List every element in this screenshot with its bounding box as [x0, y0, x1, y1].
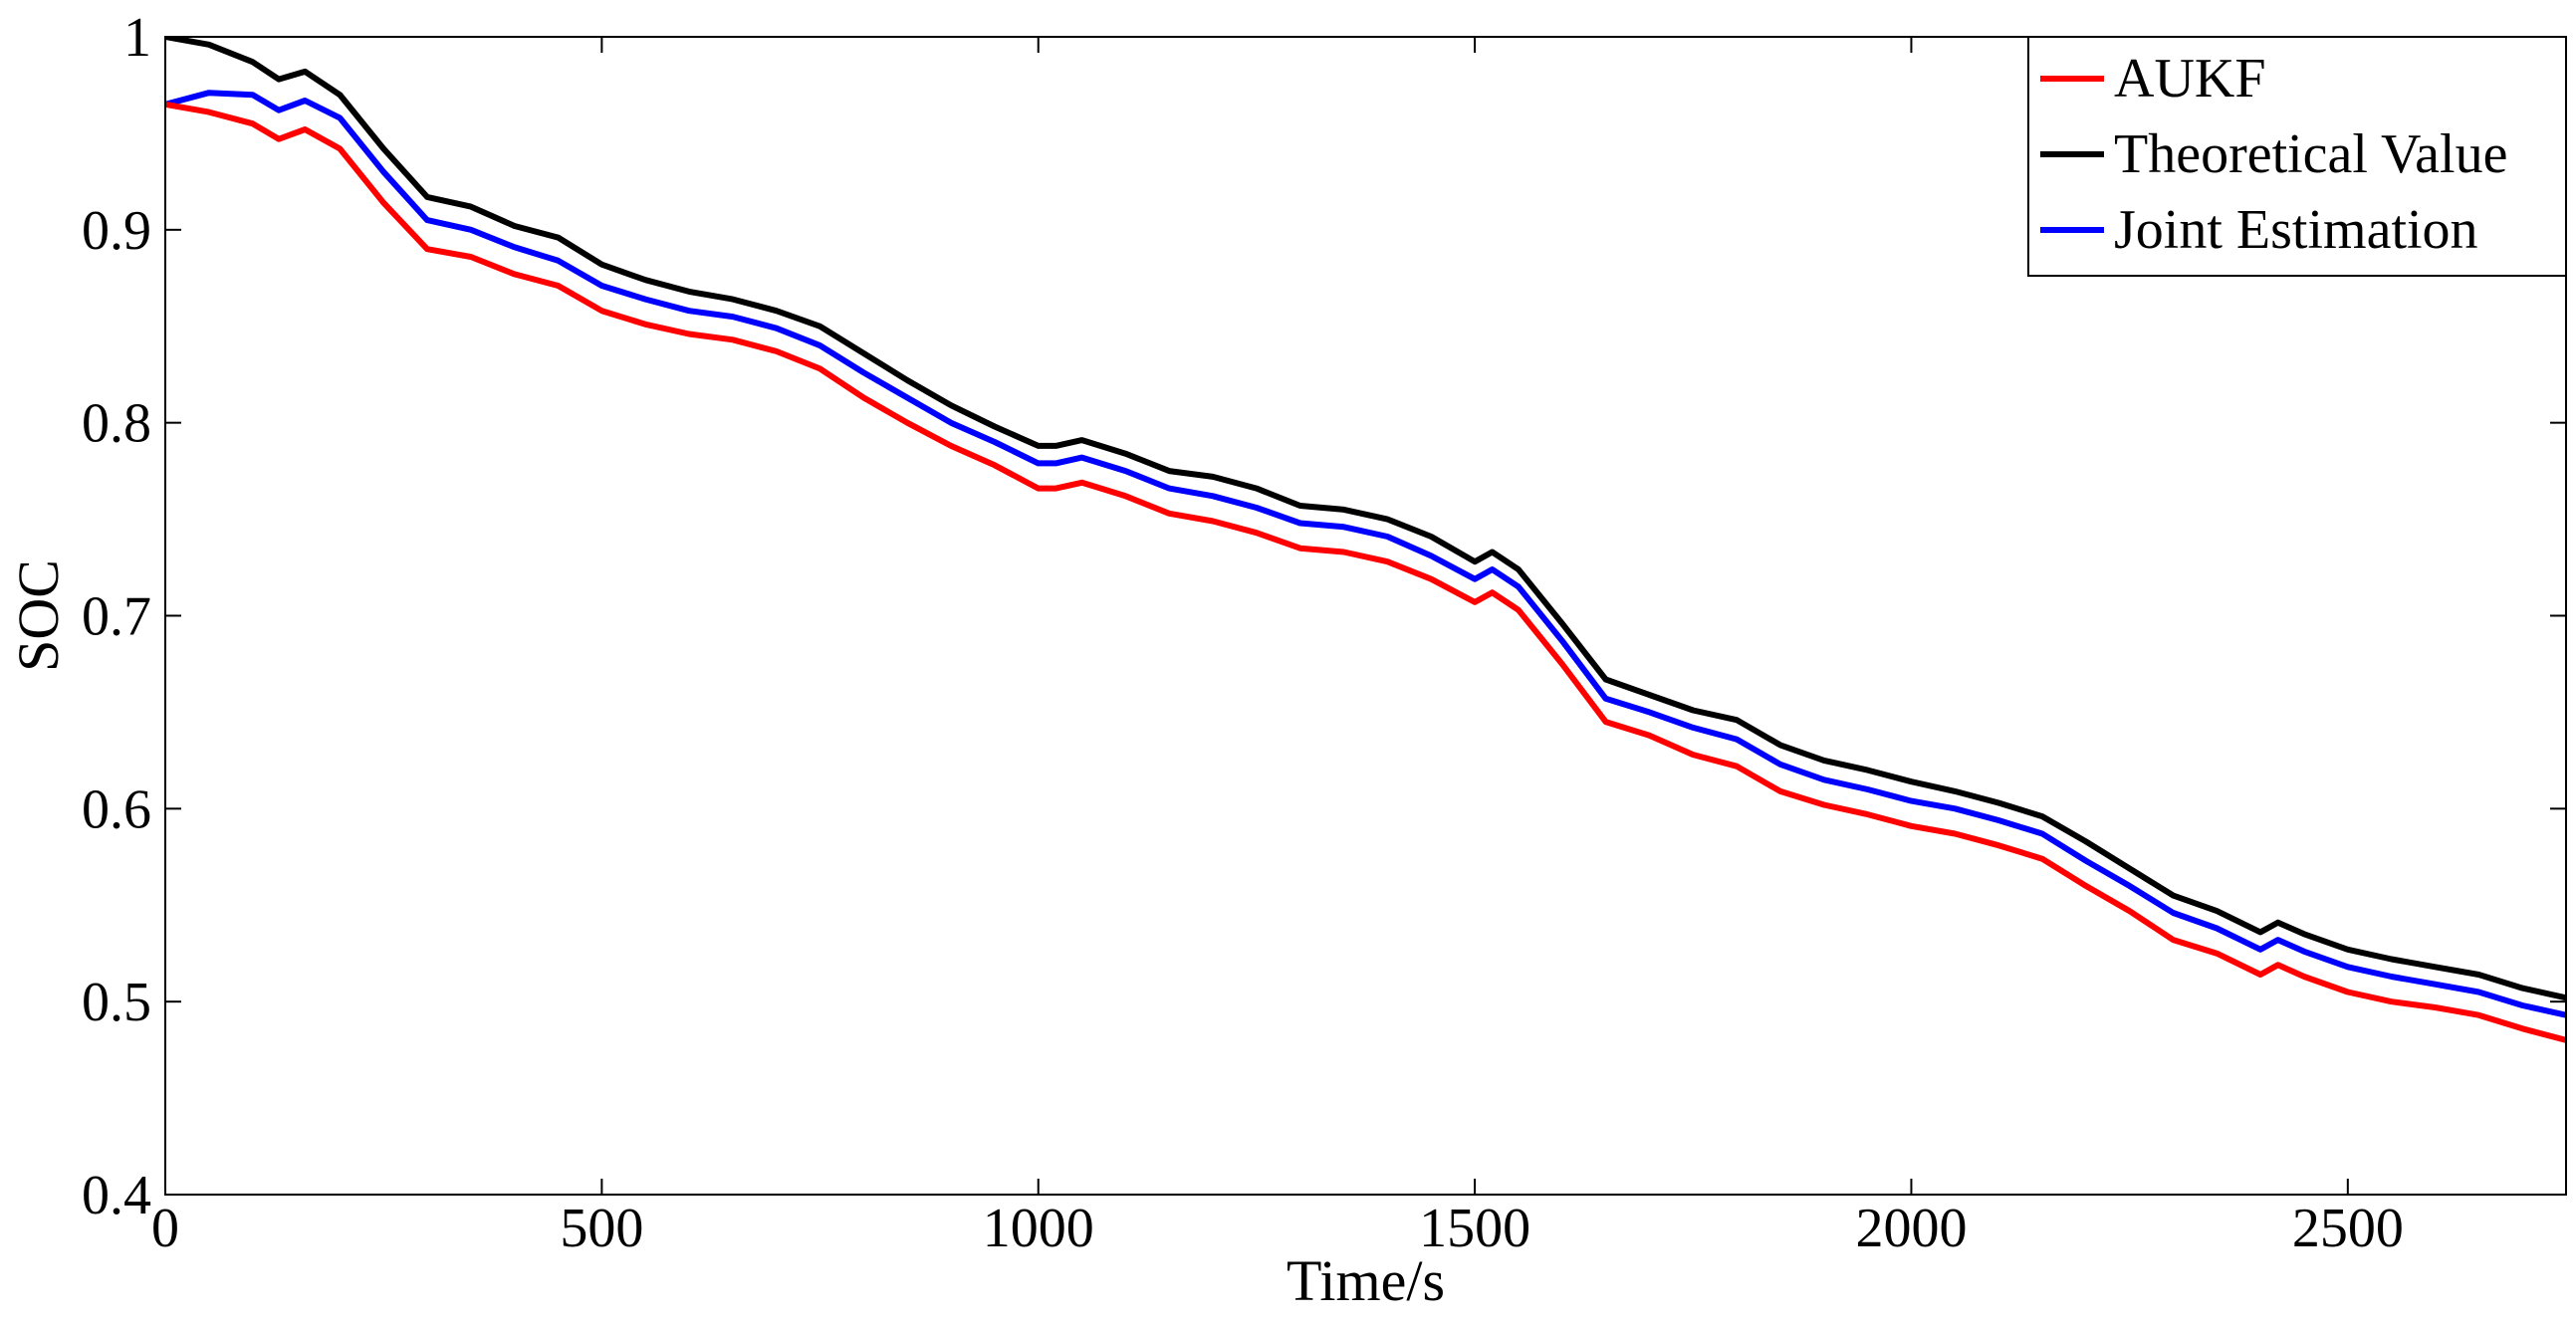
x-tick-label: 0	[151, 1198, 179, 1259]
series-line-joint-estimation	[165, 90, 2566, 1018]
y-tick-label: 0.8	[82, 393, 151, 455]
y-tick-label: 0.6	[82, 778, 151, 840]
y-tick-label: 1	[123, 7, 151, 69]
legend-label: AUKF	[2114, 48, 2265, 110]
tick-layer: 0 500 1000 1500 2000 2500 0.4 0.5 0.6 0.7 0.8 0.9 1	[82, 7, 2566, 1259]
series-line-theoretical-value	[165, 37, 2566, 1001]
y-axis-label: SOC	[6, 559, 71, 672]
x-tick-label: 2000	[1855, 1198, 1967, 1259]
x-tick-label: 500	[560, 1198, 643, 1259]
legend: AUKF Theoretical Value Joint Estimation	[2027, 36, 2567, 277]
y-tick-label: 0.4	[82, 1165, 151, 1226]
y-tick-label: 0.9	[82, 200, 151, 262]
x-tick-label: 2500	[2292, 1198, 2404, 1259]
x-axis-label: Time/s	[1287, 1248, 1445, 1313]
x-tick-label: 1000	[983, 1198, 1094, 1259]
y-tick-label: 0.7	[82, 586, 151, 648]
legend-label: Joint Estimation	[2114, 199, 2478, 261]
legend-box	[2027, 36, 2567, 277]
legend-label: Theoretical Value	[2114, 123, 2507, 185]
x-tick-label: 1500	[1419, 1198, 1530, 1259]
y-tick-label: 0.5	[82, 972, 151, 1033]
series-layer	[165, 37, 2566, 1043]
series-line-aukf	[165, 101, 2566, 1043]
